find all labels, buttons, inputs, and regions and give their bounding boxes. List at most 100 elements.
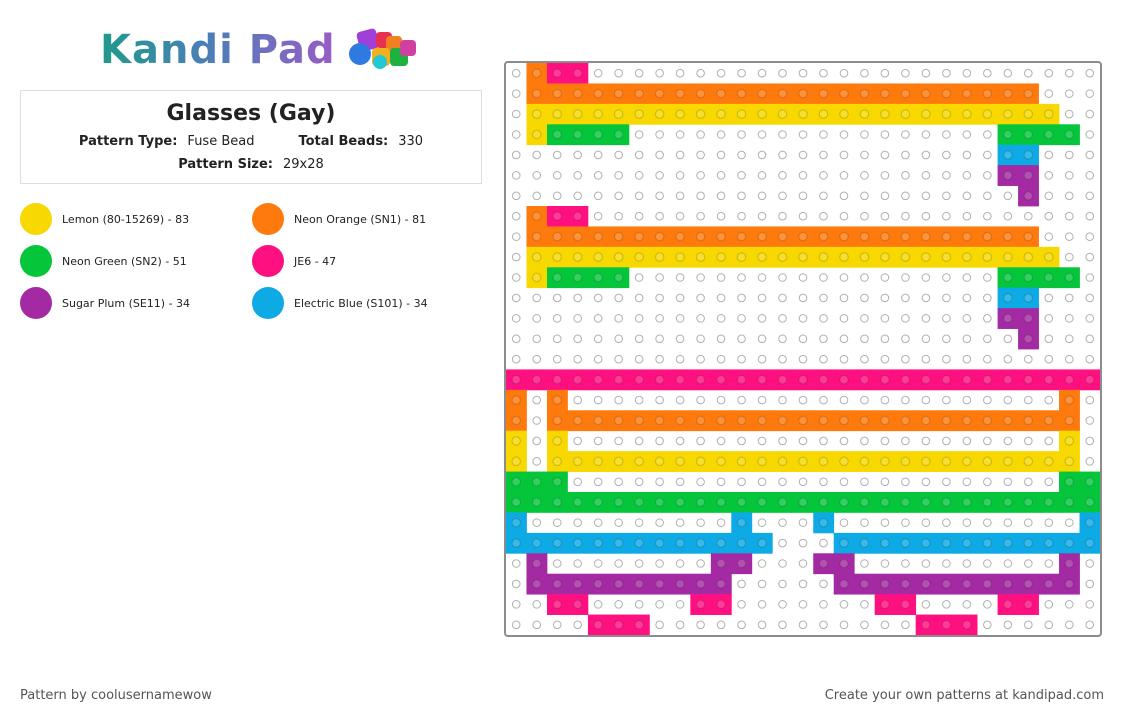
bead — [526, 573, 548, 595]
empty-peg — [839, 191, 849, 201]
bead-hole — [695, 231, 706, 242]
empty-peg — [1064, 191, 1074, 201]
bead — [526, 369, 548, 391]
empty-peg — [921, 334, 931, 344]
color-item-je6: JE6 - 47 — [252, 245, 336, 277]
empty-peg — [860, 620, 869, 630]
empty-peg — [1024, 211, 1033, 221]
empty-peg — [696, 354, 705, 364]
bead-hole — [839, 558, 849, 569]
bead-hole — [531, 272, 542, 283]
empty-peg — [737, 191, 746, 201]
empty-peg — [1085, 293, 1095, 303]
empty-peg — [1003, 334, 1013, 344]
bead-hole — [962, 231, 972, 242]
bead-hole — [962, 109, 972, 119]
bead-hole — [531, 211, 542, 222]
bead — [567, 573, 589, 595]
bead — [751, 246, 773, 268]
bead — [1059, 410, 1080, 432]
empty-peg — [880, 477, 890, 487]
bead-hole — [531, 374, 542, 385]
bead — [874, 83, 896, 105]
bead-hole — [818, 415, 829, 426]
bead-hole — [859, 88, 870, 99]
empty-peg — [962, 314, 972, 323]
empty-peg — [655, 620, 664, 630]
bead — [546, 430, 568, 452]
bead — [608, 124, 630, 146]
bead-hole — [982, 252, 993, 262]
bead-hole — [900, 109, 911, 119]
empty-peg — [798, 579, 808, 589]
bead — [874, 532, 896, 554]
bead-hole — [716, 538, 726, 548]
empty-peg — [696, 273, 705, 282]
bead — [936, 451, 958, 472]
empty-peg — [716, 334, 726, 344]
bead — [772, 492, 794, 513]
bead — [608, 451, 630, 472]
bead — [1059, 471, 1080, 493]
bead-hole — [880, 231, 890, 242]
bead-hole — [593, 538, 603, 548]
empty-peg — [655, 314, 664, 323]
bead-hole — [859, 374, 870, 385]
empty-peg — [552, 171, 562, 180]
bead — [690, 573, 712, 595]
bead-hole — [716, 599, 726, 610]
bead — [1038, 451, 1060, 472]
empty-peg — [819, 538, 828, 548]
empty-peg — [860, 354, 869, 364]
bead-hole — [593, 456, 603, 467]
bead — [997, 287, 1019, 309]
empty-peg — [634, 293, 644, 303]
bead — [587, 246, 609, 268]
empty-peg — [962, 191, 972, 201]
pattern-info-row-2: Pattern Size: 29x28 — [21, 157, 481, 172]
color-item-neon-orange: Neon Orange (SN1) - 81 — [252, 203, 426, 235]
empty-peg — [798, 538, 808, 548]
bead-hole — [1003, 415, 1013, 426]
bead — [710, 492, 732, 513]
bead — [895, 103, 917, 125]
kandipad-link[interactable]: Create your own patterns at kandipad.com — [824, 688, 1104, 703]
bead — [546, 594, 568, 615]
empty-peg — [860, 150, 869, 160]
bead-hole — [900, 599, 911, 610]
empty-peg — [552, 620, 562, 630]
bead-hole — [716, 456, 726, 467]
bead — [936, 573, 958, 595]
empty-peg — [901, 191, 910, 201]
empty-peg — [839, 314, 849, 323]
empty-peg — [552, 314, 562, 323]
pattern-author: Pattern by coolusernamewow — [20, 688, 212, 703]
bead-hole — [552, 579, 563, 589]
empty-peg — [655, 600, 664, 609]
bead — [813, 512, 835, 534]
empty-peg — [634, 314, 644, 323]
bead-hole — [1003, 497, 1013, 508]
bead — [895, 410, 917, 432]
bead-pattern-grid[interactable] — [504, 61, 1102, 637]
empty-peg — [921, 518, 931, 527]
bead — [710, 573, 732, 595]
bead — [1018, 410, 1039, 432]
bead — [1018, 451, 1039, 472]
bead-hole — [1023, 88, 1034, 99]
bead — [956, 573, 978, 595]
bead — [587, 369, 609, 391]
bead — [649, 103, 671, 125]
empty-peg — [532, 334, 542, 344]
empty-peg — [1064, 211, 1074, 221]
kandi-pad-logo[interactable]: Kandi Pad — [100, 26, 422, 74]
empty-peg — [532, 436, 542, 446]
empty-peg — [901, 354, 910, 364]
bead — [936, 246, 958, 268]
bead — [731, 226, 753, 248]
empty-peg — [962, 130, 972, 139]
bead-hole — [941, 456, 952, 467]
bead-hole — [982, 456, 993, 467]
bead-hole — [1003, 579, 1013, 589]
empty-peg — [1085, 354, 1095, 364]
